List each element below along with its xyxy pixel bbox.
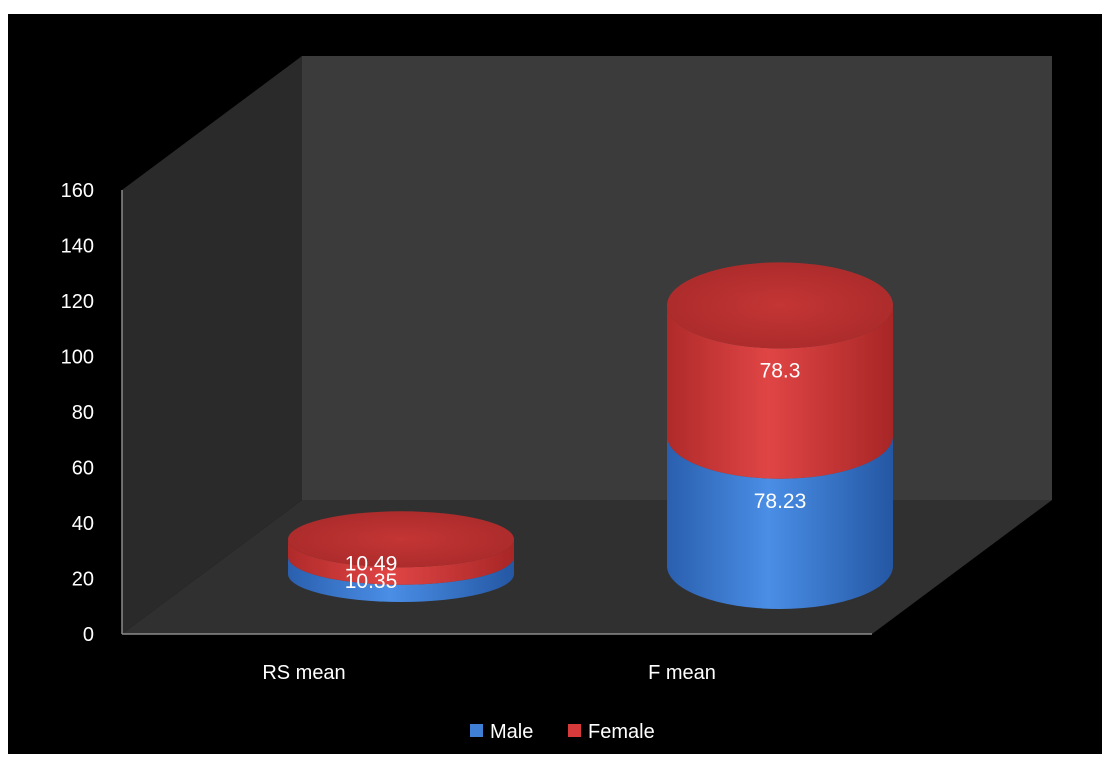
bar-male-0 xyxy=(288,556,514,602)
y-tick-label: 80 xyxy=(72,402,94,424)
y-axis: 0 20 40 60 80 100 120 140 160 RS mean F mean xyxy=(61,180,872,684)
chart-svg: 0 20 40 60 80 100 120 140 160 RS mean F mean 10.35… xyxy=(61,56,1052,743)
bar-top-cap-0 xyxy=(288,511,514,568)
legend-swatch-female xyxy=(568,724,581,737)
data-label-male-0: 10.35 xyxy=(345,570,398,593)
y-tick-label: 60 xyxy=(72,458,94,480)
data-label-female-1: 78.3 xyxy=(760,360,801,383)
legend-label-male: Male xyxy=(490,721,533,743)
bar-female-1 xyxy=(667,305,893,479)
chart-area: 0 20 40 60 80 100 120 140 160 RS mean F mean 10.35… xyxy=(8,14,1102,754)
legend-label-female: Female xyxy=(588,721,655,743)
x-category-label: RS mean xyxy=(262,662,345,684)
y-tick-label: 40 xyxy=(72,513,94,535)
bar-top-cap-1 xyxy=(667,262,893,349)
bar-female-0 xyxy=(288,539,514,585)
y-tick-label: 20 xyxy=(72,569,94,591)
bar-male-1 xyxy=(667,435,893,609)
y-tick-label: 0 xyxy=(83,624,94,646)
chart-walls xyxy=(122,56,1052,634)
legend: Male Female xyxy=(470,721,655,743)
data-label-female-0: 10.49 xyxy=(345,552,398,575)
y-tick-label: 160 xyxy=(61,180,94,202)
y-tick-label: 120 xyxy=(61,291,94,313)
side-wall xyxy=(122,56,302,634)
bars-group xyxy=(288,262,893,609)
legend-swatch-male xyxy=(470,724,483,737)
y-tick-label: 100 xyxy=(61,347,94,369)
x-category-label: F mean xyxy=(648,662,716,684)
data-label-male-1: 78.23 xyxy=(754,490,807,513)
y-tick-label: 140 xyxy=(61,236,94,258)
